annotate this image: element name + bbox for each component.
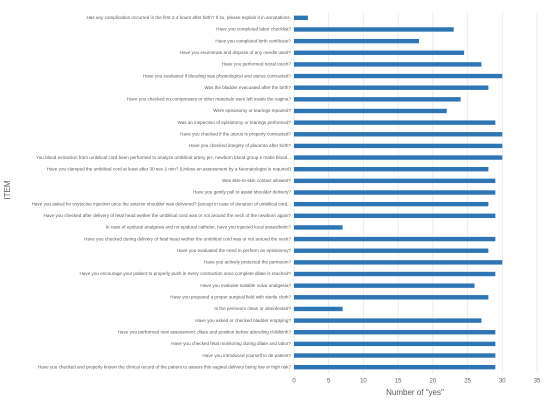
bar <box>294 364 496 370</box>
bar <box>294 201 489 207</box>
y-tick-label: Was the bladder evacuated after the birt… <box>204 85 291 90</box>
y-tick-label: Have you checked fetal monitoring during… <box>171 341 291 346</box>
y-tick-label: You blood extraction from umbilical cord… <box>36 155 291 160</box>
y-tick-label: Have you asked for oxytocine injection o… <box>32 201 291 206</box>
bar <box>294 50 465 55</box>
y-tick-label: Was skin-to-skin contact allowed? <box>222 178 291 183</box>
x-tick-label: 10 <box>360 379 367 385</box>
y-tick-label: Have you enumerate and dispose of any ne… <box>180 50 292 55</box>
y-tick-label: Were episiotomy or tearings repaired? <box>213 108 291 113</box>
y-tick-label: Has any complication occurred in the fir… <box>86 15 291 20</box>
bar <box>294 248 489 253</box>
y-axis-label: ITEM <box>3 180 12 199</box>
y-tick-label: Have you evaluate suitable vulva analges… <box>200 283 291 288</box>
y-tick-label: Have you asked or checked bladder emptyi… <box>195 318 291 323</box>
bar <box>294 190 496 195</box>
y-tick-label: Have you evaluated the need to perform a… <box>177 248 292 253</box>
y-tick-label: Have you checked no compresses or other … <box>127 97 292 102</box>
y-tick-label: Have you checked integrity of placenta a… <box>189 143 292 148</box>
y-tick-label: Have you introduced yourself to de patie… <box>202 353 291 358</box>
bar <box>294 108 447 114</box>
y-tick-label: Was an inspection of episiotomy or teari… <box>178 120 292 125</box>
y-tick-label: Have you checked during delivery of feta… <box>84 236 291 241</box>
bar <box>294 38 419 44</box>
bar <box>294 120 496 125</box>
y-tick-label: Have you completed labor checklist? <box>216 27 291 32</box>
bar <box>294 178 496 184</box>
bar <box>294 341 496 347</box>
x-tick-label: 20 <box>430 379 437 385</box>
bar <box>294 73 503 79</box>
bar <box>294 27 454 32</box>
y-tick-label: Have you actively protected the perineum… <box>204 260 292 265</box>
y-tick-label: Have you prepared a proper surgical fiel… <box>170 295 291 300</box>
x-tick-label: 35 <box>534 379 541 385</box>
y-tick-label: Have you encourage your patient to prope… <box>80 271 292 276</box>
bar <box>294 143 503 149</box>
y-tick-label: Have you clamped the umbilical cord at l… <box>47 166 292 171</box>
x-tick-label: 0 <box>292 379 296 385</box>
y-tick-label: Have you checked after delivery of fetal… <box>44 213 292 218</box>
bar <box>294 271 496 277</box>
bar <box>294 97 461 102</box>
x-tick-label: 30 <box>499 379 506 385</box>
bar <box>294 213 496 218</box>
bar <box>294 132 503 137</box>
bar <box>294 15 308 21</box>
x-tick-label: 5 <box>327 379 331 385</box>
bar <box>294 353 496 358</box>
bar <box>294 225 343 230</box>
bar <box>294 318 482 323</box>
y-tick-label: Have you checked if the uterus is proper… <box>180 131 291 136</box>
bar <box>294 155 503 160</box>
bar <box>294 62 482 67</box>
bar <box>294 85 489 90</box>
y-tick-label: Have you performed rectal touch? <box>222 62 292 67</box>
bar <box>294 260 503 265</box>
bar <box>294 330 496 335</box>
y-tick-label: Have you evaluated if bleeding was physi… <box>143 73 292 78</box>
bar <box>294 236 496 242</box>
y-tick-label: Have you checked and properly known the … <box>38 364 291 369</box>
y-tick-label: In case of epidural analgesia and no epi… <box>106 225 292 230</box>
bar <box>294 295 489 300</box>
x-tick-label: 15 <box>395 379 402 385</box>
y-tick-label: Have you completed birth certificate? <box>215 38 291 43</box>
x-axis-label: Number of "yes" <box>386 388 444 397</box>
bar <box>294 167 489 172</box>
x-tick-label: 25 <box>464 379 471 385</box>
bar <box>294 283 475 288</box>
y-tick-label: Have you gently pull to assist shoulder … <box>193 190 291 195</box>
bar <box>294 306 343 312</box>
y-tick-label: Is the perineum clean or desinfected? <box>214 306 291 311</box>
y-tick-label: Have you performed new assessment: dilat… <box>118 329 292 334</box>
